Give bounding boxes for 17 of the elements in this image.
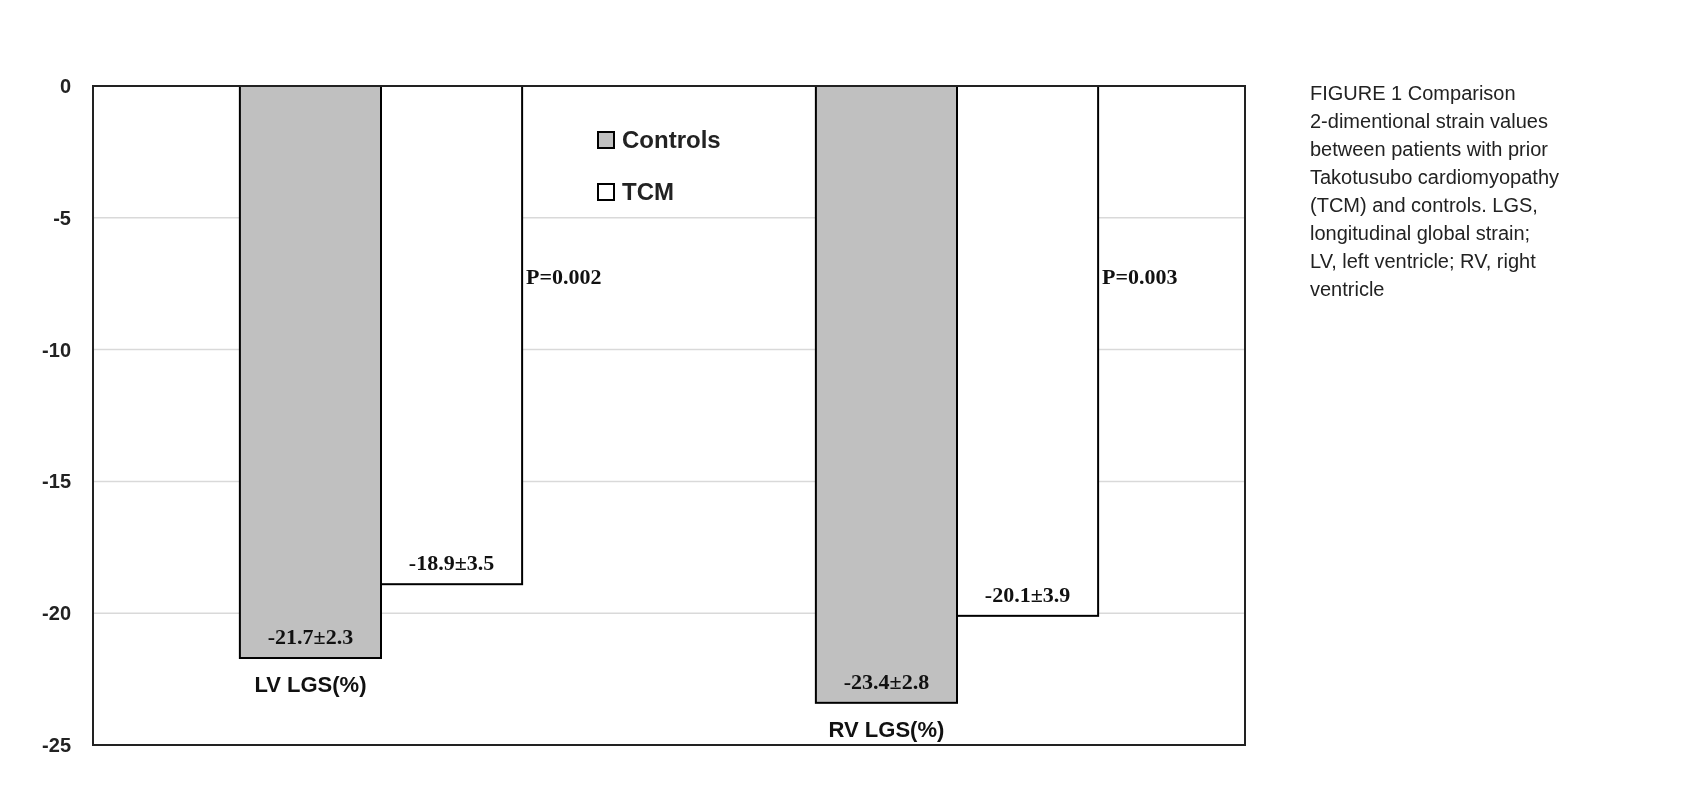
- x-tick-label: RV LGS(%): [828, 716, 945, 742]
- legend-label: Controls: [622, 126, 721, 153]
- y-tick-label: -25: [42, 734, 71, 756]
- caption: FIGURE 1 Comparison 2-dimentional strain values between patients with prior Takotusubo cardiomyopathy (TCM) and controls. LGS, longitudinal global strain; LV, left ventricle; RV, right ventricle: [1310, 82, 1560, 300]
- annotation: P=0.003: [1102, 263, 1178, 289]
- y-tick-label: -20: [42, 602, 71, 625]
- y-tick-label: -15: [42, 470, 71, 493]
- x-tick-label: LV LGS(%): [254, 672, 367, 698]
- data-label: -20.1±3.9: [984, 581, 1071, 607]
- y-tick-label: -10: [42, 338, 71, 361]
- legend-label: TCM: [622, 178, 674, 205]
- y-tick-label: -5: [53, 206, 71, 229]
- annotation: P=0.002: [526, 263, 602, 289]
- data-label: -21.7±2.3: [267, 624, 354, 650]
- y-tick-label: 0: [59, 75, 71, 97]
- data-label: -18.9±3.5: [408, 550, 495, 576]
- data-label: -23.4±2.8: [843, 668, 930, 694]
